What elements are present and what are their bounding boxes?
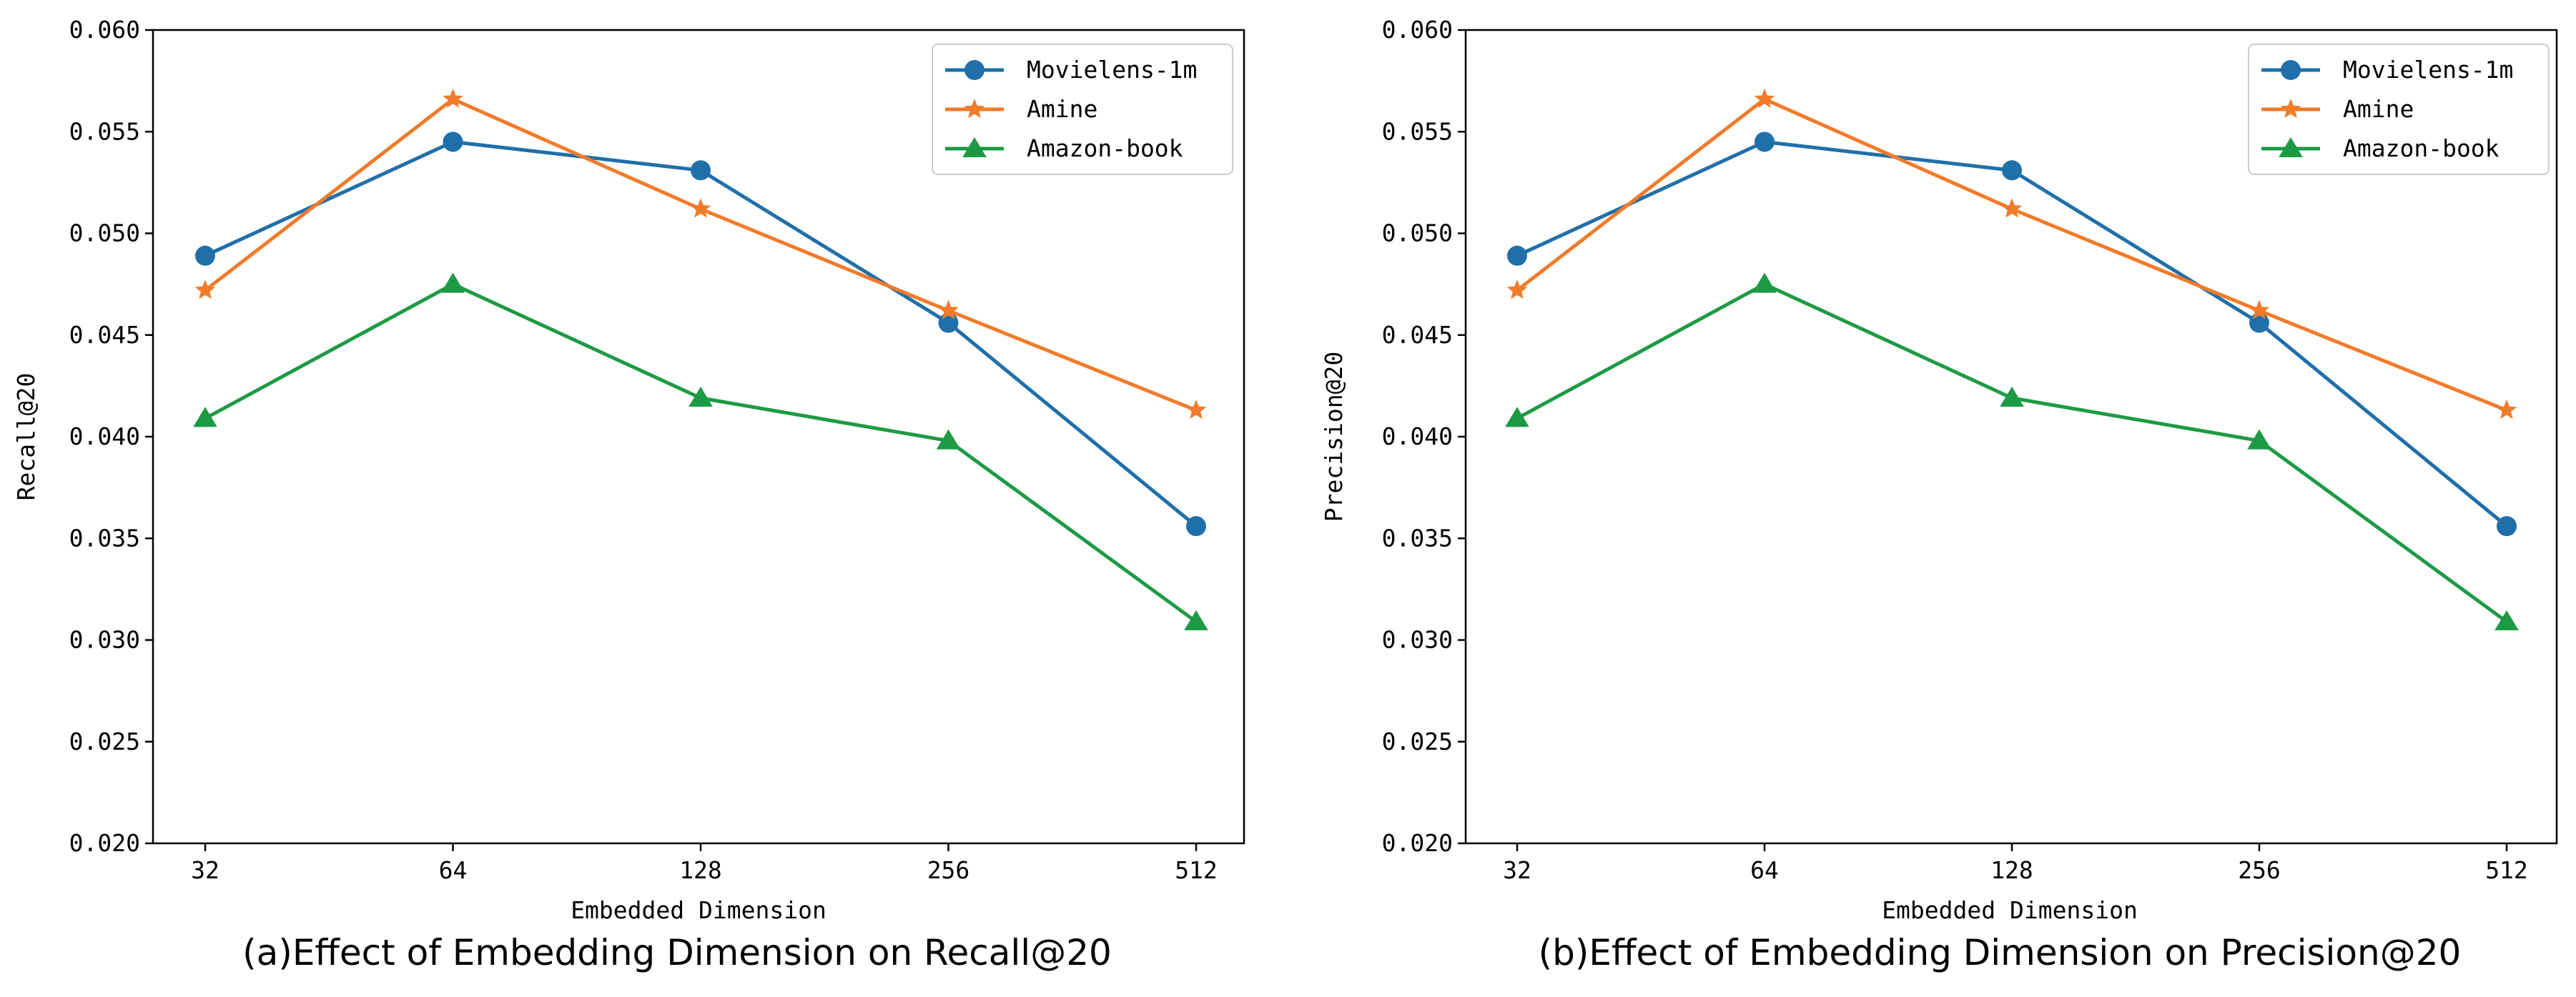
x-axis-label: Embedded Dimension [1882,896,2138,924]
x-tick-label: 64 [1750,856,1779,884]
legend-label: Amine [2343,95,2414,123]
data-point [689,386,713,407]
series-amazon-book [193,272,1208,630]
y-tick-label: 0.035 [69,524,140,552]
x-tick-label: 128 [1990,856,2033,884]
chart-panel-1: 0.020 0.025 0.030 0.035 0.040 0.045 0.050 0.055… [12,16,1245,973]
x-tick-label: 128 [679,856,722,884]
data-point [1184,610,1208,630]
x-tick-label: 64 [439,856,468,884]
data-point [2249,312,2269,333]
data-point [936,429,961,450]
chart-panel-2: 0.020 0.025 0.030 0.035 0.040 0.045 0.050 0.055… [1320,16,2558,973]
data-point [2002,160,2022,181]
legend-box [932,44,1233,175]
y-tick-label: 0.025 [1382,728,1453,755]
x-tick-label: 256 [2238,856,2281,884]
data-point [2249,299,2270,319]
series-line [1516,282,2508,623]
y-tick-label: 0.045 [1382,321,1453,349]
data-point [690,198,711,218]
x-axis-label: Embedded Dimension [571,896,826,924]
figure-caption: (a)Effect of Embedding Dimension on Reca… [242,932,1112,973]
data-point [1185,400,1207,420]
legend-marker [964,60,984,80]
legend-label: Amine [1027,95,1097,123]
data-point [2494,610,2519,630]
y-tick-label: 0.020 [1382,829,1453,857]
legend-label: Movielens-1m [1027,56,1197,84]
y-tick-label: 0.050 [1382,219,1453,247]
data-point [2247,429,2271,450]
legend-label: Amazon-book [1027,134,1183,162]
data-point [2001,198,2023,218]
data-point [2000,386,2024,407]
x-tick-label: 256 [927,856,970,884]
data-point [1507,245,1527,266]
data-point [440,272,465,293]
y-tick-label: 0.030 [69,626,140,654]
legend-label: Amazon-book [2343,134,2499,162]
figure-caption: (b)Effect of Embedding Dimension on Prec… [1539,932,2462,973]
data-point [194,279,216,299]
data-point [691,160,711,181]
y-tick-label: 0.055 [1382,117,1453,145]
data-point [195,245,215,266]
x-tick-label: 512 [1175,856,1218,884]
legend-label: Movielens-1m [2343,56,2513,84]
x-tick-label: 32 [191,856,219,884]
series-movielens-1m [1507,132,2517,537]
data-point [2496,400,2517,420]
y-tick-label: 0.045 [69,321,140,349]
data-point [1506,279,1528,299]
data-point [1754,88,1775,108]
y-tick-label: 0.025 [69,728,140,755]
legend-marker [964,99,985,119]
y-tick-label: 0.060 [1382,16,1453,44]
legend-marker [2281,60,2301,80]
data-point [443,132,463,152]
legend-marker [2279,137,2303,157]
legend-marker [962,137,987,157]
legend-marker [2280,99,2301,119]
legend-box [2248,44,2550,175]
y-tick-label: 0.020 [69,829,140,857]
x-tick-label: 512 [2485,856,2528,884]
data-point [1755,132,1775,152]
y-axis-label: Recall@20 [12,373,40,501]
data-point [938,299,959,319]
data-point [938,312,959,333]
y-tick-label: 0.050 [69,219,140,247]
series-movielens-1m [195,132,1206,537]
y-tick-label: 0.035 [1382,524,1453,552]
data-point [193,407,217,427]
series-amazon-book [1505,272,2519,630]
y-tick-label: 0.055 [69,117,140,145]
y-tick-label: 0.030 [1382,626,1453,654]
y-tick-label: 0.040 [1382,422,1453,450]
data-point [2497,516,2517,537]
data-point [1752,272,1777,293]
legend: Movielens-1m Amine Amazon-book [932,44,1233,175]
y-axis-label: Precision@20 [1320,352,1348,522]
x-tick-label: 32 [1503,856,1531,884]
series-line [204,282,1198,623]
series-amine [194,88,1207,420]
legend: Movielens-1m Amine Amazon-book [2248,44,2550,175]
data-point [1186,516,1206,537]
data-point [1505,407,1529,427]
data-point [443,88,463,108]
y-tick-label: 0.060 [69,16,140,44]
y-tick-label: 0.040 [69,422,140,450]
series-amine [1506,88,2517,420]
